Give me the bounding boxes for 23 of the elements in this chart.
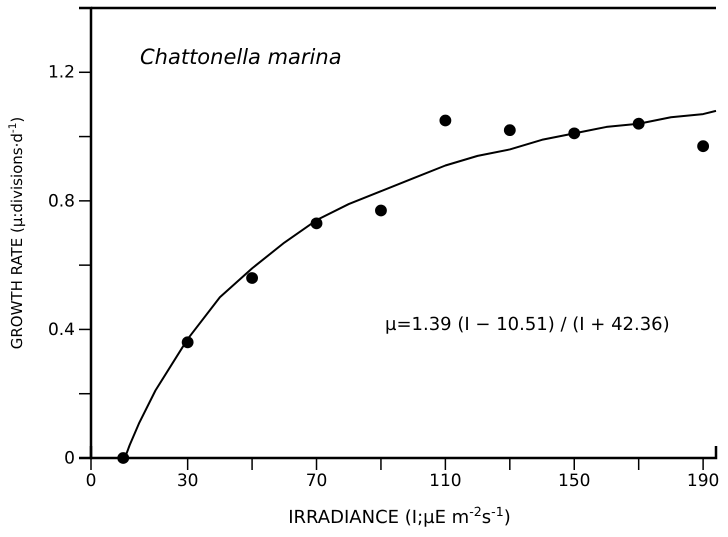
x-tick-label: 0: [86, 471, 96, 492]
annotation: μ=1.39 (I − 10.51) / (I + 42.36): [385, 314, 670, 335]
x-tick-label: 110: [429, 471, 462, 492]
x-tick-label: 30: [176, 471, 198, 492]
point: [697, 140, 710, 152]
point: [117, 452, 130, 464]
x-tick-label: 70: [306, 471, 328, 492]
point: [439, 114, 452, 126]
point: [632, 118, 645, 130]
x-tick-label: 190: [686, 471, 720, 492]
point: [568, 127, 580, 140]
y-tick-label: 1.2: [48, 62, 75, 83]
y-tick-label: 0.4: [48, 320, 75, 340]
point: [246, 272, 258, 284]
point: [310, 217, 322, 230]
y-tick-label: 0.8: [48, 191, 75, 212]
x-axis-title: IRRADIANCE (I;μE m$^{-2}$s$^{-1}$): [288, 504, 511, 528]
y-tick-label: 0: [64, 448, 75, 468]
point: [375, 204, 387, 216]
text: Chattonella marina: [140, 45, 342, 69]
point: [182, 336, 194, 348]
x-tick-label: 150: [558, 471, 590, 492]
point: [504, 124, 516, 136]
